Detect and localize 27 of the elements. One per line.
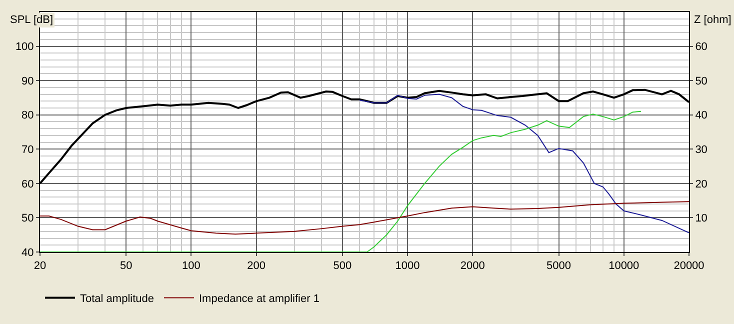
x-tick-label: 20 <box>34 260 46 272</box>
y-tick-label: 70 <box>22 144 34 156</box>
x-tick-label: 20000 <box>674 260 704 272</box>
x-tick-label: 200 <box>247 260 266 272</box>
x-tick-label: 100 <box>182 260 200 272</box>
y2-axis-title: Z [ohm] <box>694 14 732 26</box>
y2-tick-label: 50 <box>695 75 708 88</box>
legend-label: Impedance at amplifier 1 <box>199 292 320 305</box>
y2-tick-label: 10 <box>695 212 708 225</box>
y-tick-label: 40 <box>22 246 34 259</box>
y-tick-label: 90 <box>22 75 34 88</box>
y2-tick-label: 20 <box>695 178 708 190</box>
x-tick-label: 1000 <box>395 260 420 272</box>
y-axis-title: SPL [dB] <box>10 14 54 26</box>
x-tick-label: 5000 <box>546 260 571 272</box>
x-tick-label: 10000 <box>608 260 640 272</box>
y-tick-label: 100 <box>15 41 34 54</box>
y-tick-label: 80 <box>22 110 34 122</box>
y-tick-label: 50 <box>22 212 34 225</box>
y2-tick-label: 40 <box>695 110 708 122</box>
y2-tick-label: 60 <box>695 41 708 54</box>
y2-tick-label: 30 <box>695 144 708 156</box>
x-tick-label: 500 <box>333 260 352 272</box>
y-tick-label: 60 <box>22 178 34 190</box>
legend-label: Total amplitude <box>80 292 154 305</box>
x-tick-label: 50 <box>120 260 132 272</box>
x-tick-label: 2000 <box>460 260 485 272</box>
